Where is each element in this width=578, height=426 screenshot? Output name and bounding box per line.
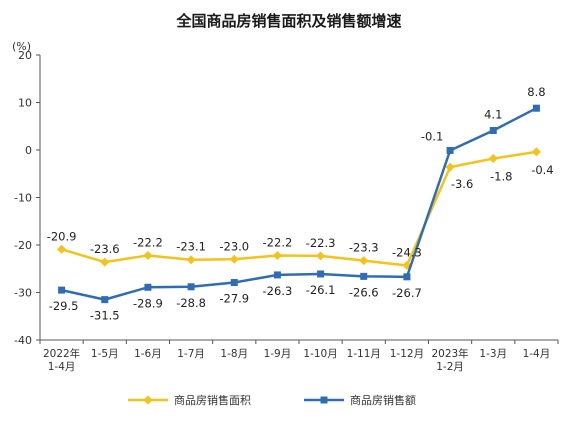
x-tick-label: 2022年 1-4月 xyxy=(43,347,80,373)
data-label: 8.8 xyxy=(527,85,545,99)
series-layer xyxy=(57,104,541,304)
data-label: -31.5 xyxy=(90,309,120,323)
x-tick-label: 2023年 1-2月 xyxy=(431,347,468,373)
series-line xyxy=(61,150,537,267)
x-tick-label: 1-5月 xyxy=(91,348,119,360)
data-label: -26.7 xyxy=(392,286,422,300)
data-point-square xyxy=(446,146,454,154)
data-point-square xyxy=(273,271,281,279)
x-tick-label: 1-6月 xyxy=(134,348,162,360)
data-label: -26.3 xyxy=(263,284,293,298)
data-point-square xyxy=(187,283,195,291)
axes: 20 10 0 -10 -20 -30 -40 2022年 1-4月 1-5月 1-6月 1-7月 1-… xyxy=(14,49,559,373)
data-label: -0.4 xyxy=(531,163,553,177)
legend-label: 商品房销售面积 xyxy=(174,393,251,407)
data-point-square xyxy=(532,104,540,112)
data-point-diamond xyxy=(272,250,282,260)
data-label: -27.9 xyxy=(219,292,249,306)
data-label: -28.8 xyxy=(176,296,206,310)
data-point-diamond xyxy=(445,162,455,172)
x-tick-label: 1-8月 xyxy=(220,348,248,360)
data-label: -22.3 xyxy=(306,236,336,250)
data-label: -28.9 xyxy=(133,296,163,310)
data-label: -23.1 xyxy=(176,240,206,254)
data-point-square xyxy=(144,283,152,291)
data-point-square xyxy=(101,296,109,304)
data-label: -29.5 xyxy=(49,299,79,313)
y-tick-label: 20 xyxy=(18,49,32,62)
data-point-diamond xyxy=(57,244,67,254)
data-point-diamond xyxy=(143,250,153,260)
data-label: 4.1 xyxy=(484,108,502,122)
data-labels: -20.9 -23.6 -22.2 -23.1 -23.0 -22.2 -22.3 -23.3… xyxy=(47,85,554,322)
x-tick-label: 1-10月 xyxy=(303,348,337,360)
x-tick-label: 1-12月 xyxy=(390,348,424,360)
x-tick-label: 1-4月 xyxy=(523,348,551,360)
data-label: -26.6 xyxy=(349,285,379,299)
legend: 商品房销售面积 商品房销售额 xyxy=(128,393,416,407)
data-label: -26.1 xyxy=(306,283,336,297)
data-point-square xyxy=(403,273,411,281)
data-label: -22.2 xyxy=(263,235,293,249)
data-label: -20.9 xyxy=(47,229,77,243)
data-label: -1.8 xyxy=(490,170,512,184)
x-tick-label: 1-9月 xyxy=(264,348,292,360)
legend-marker-diamond xyxy=(143,395,153,405)
chart-title: 全国商品房销售面积及销售额增速 xyxy=(175,12,401,30)
data-label: -22.2 xyxy=(133,235,163,249)
legend-marker-square xyxy=(320,396,328,404)
data-point-diamond xyxy=(186,255,196,265)
data-point-square xyxy=(317,270,325,278)
data-point-square xyxy=(230,279,238,287)
data-label: -0.1 xyxy=(421,129,443,143)
y-tick-label: -40 xyxy=(14,334,32,347)
series-line xyxy=(61,107,537,301)
x-tick-label: 1-11月 xyxy=(347,348,381,360)
y-tick-label: -20 xyxy=(14,239,32,252)
data-point-square xyxy=(360,272,368,280)
data-label: -23.0 xyxy=(219,239,249,253)
y-tick-label: -10 xyxy=(14,192,32,205)
legend-label: 商品房销售额 xyxy=(350,393,416,407)
data-point-diamond xyxy=(531,147,541,157)
y-tick-label: 10 xyxy=(18,97,32,110)
x-tick-label: 1-3月 xyxy=(479,348,507,360)
data-label: -23.6 xyxy=(90,242,120,256)
data-point-diamond xyxy=(488,154,498,164)
y-tick-label: 0 xyxy=(25,144,32,157)
x-tick-label: 1-7月 xyxy=(177,348,205,360)
data-label: -23.3 xyxy=(349,241,379,255)
data-label: -24.3 xyxy=(392,245,422,259)
data-point-square xyxy=(58,286,66,294)
data-label: -3.6 xyxy=(451,177,473,191)
data-point-diamond xyxy=(359,256,369,266)
data-point-diamond xyxy=(316,251,326,261)
data-point-diamond xyxy=(229,254,239,264)
y-axis-unit: (%) xyxy=(12,40,31,53)
data-point-square xyxy=(489,127,497,135)
data-point-diamond xyxy=(100,257,110,267)
y-tick-label: -30 xyxy=(14,287,32,300)
